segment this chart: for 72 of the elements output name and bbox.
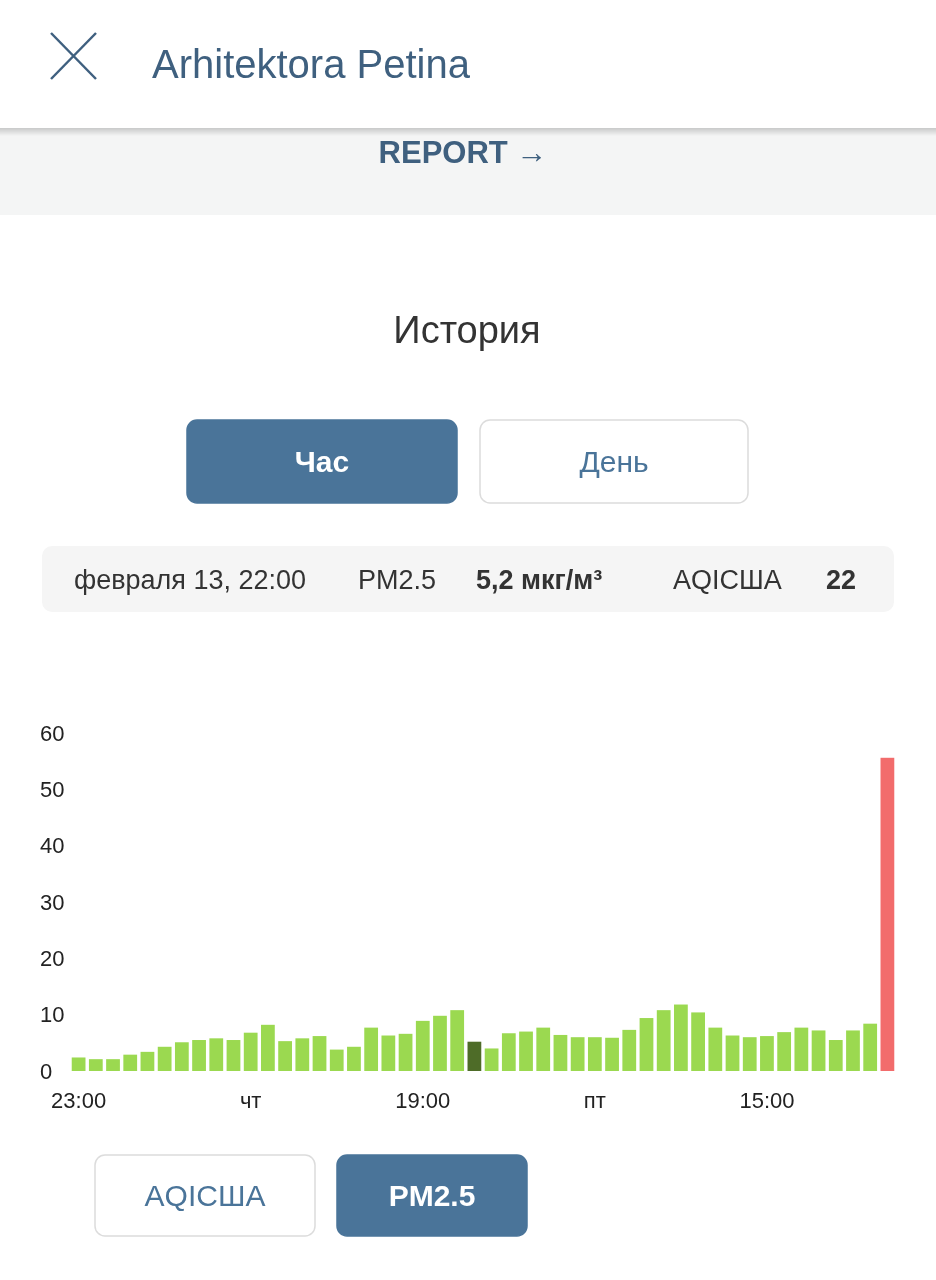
bar [415, 1020, 430, 1071]
bar [88, 1059, 103, 1071]
bar [708, 1027, 723, 1071]
bar [777, 1032, 792, 1071]
bar [433, 1015, 447, 1071]
bar [501, 1033, 516, 1071]
bar [467, 1041, 482, 1071]
y-tick-label: 0 [40, 1058, 53, 1084]
bar [742, 1037, 757, 1071]
bar [794, 1027, 809, 1071]
bar [157, 1046, 172, 1071]
bar [329, 1049, 344, 1071]
text: AQIСША [144, 1179, 266, 1212]
y-tick-label: 30 [40, 889, 65, 915]
bar [295, 1038, 310, 1071]
chart-title: Arhitektora Petina [152, 42, 471, 86]
bar [519, 1031, 533, 1071]
bar [261, 1024, 275, 1071]
y-tick-label: 50 [40, 777, 65, 803]
bar [209, 1038, 224, 1071]
bar [691, 1012, 705, 1071]
text: 22 [826, 565, 857, 595]
bar [639, 1018, 654, 1071]
x-tick-label: 15:00 [739, 1088, 795, 1113]
bar [243, 1032, 258, 1071]
bar [725, 1035, 740, 1071]
y-tick-label: 40 [40, 833, 65, 859]
bar [863, 1023, 878, 1071]
y-tick-label: 10 [40, 1002, 65, 1028]
text: AQIСША [673, 565, 782, 595]
text: февраля 13, 22:00 [74, 565, 307, 595]
y-tick-label: 60 [40, 720, 65, 746]
text: Час [294, 445, 350, 478]
bar [828, 1040, 843, 1071]
bar [364, 1027, 379, 1071]
bar [174, 1042, 189, 1071]
bar [140, 1051, 155, 1071]
bar [347, 1046, 361, 1071]
bar [553, 1034, 568, 1071]
bar [880, 757, 895, 1071]
text: PM2.5 [388, 1179, 476, 1212]
bar [106, 1059, 120, 1071]
bar [570, 1037, 585, 1071]
bar [71, 1057, 86, 1071]
bar [484, 1048, 499, 1071]
text: PM2.5 [358, 565, 437, 595]
bar [622, 1029, 637, 1071]
chart-subtitle: История [393, 309, 541, 351]
bar [760, 1036, 774, 1071]
x-tick-label: 23:00 [51, 1088, 107, 1113]
bar [450, 1010, 465, 1071]
x-tick-label: пт [583, 1088, 606, 1113]
text: REPORT → [378, 135, 548, 170]
bar [312, 1036, 327, 1071]
bar [605, 1037, 619, 1071]
bar [381, 1035, 396, 1071]
bar [278, 1041, 292, 1071]
bar [536, 1027, 551, 1071]
bar [398, 1033, 413, 1071]
x-tick-label: чт [239, 1088, 262, 1113]
bar [226, 1040, 241, 1071]
y-tick-label: 20 [40, 946, 65, 972]
bar [846, 1030, 860, 1071]
bar [123, 1054, 138, 1071]
x-tick-label: 19:00 [395, 1088, 451, 1113]
bar [811, 1030, 826, 1071]
bar [674, 1004, 688, 1071]
bar [192, 1040, 206, 1071]
bar [587, 1037, 602, 1071]
text: День [579, 445, 649, 478]
text: 5,2 мкг/м³ [476, 565, 603, 595]
bar [656, 1010, 671, 1071]
